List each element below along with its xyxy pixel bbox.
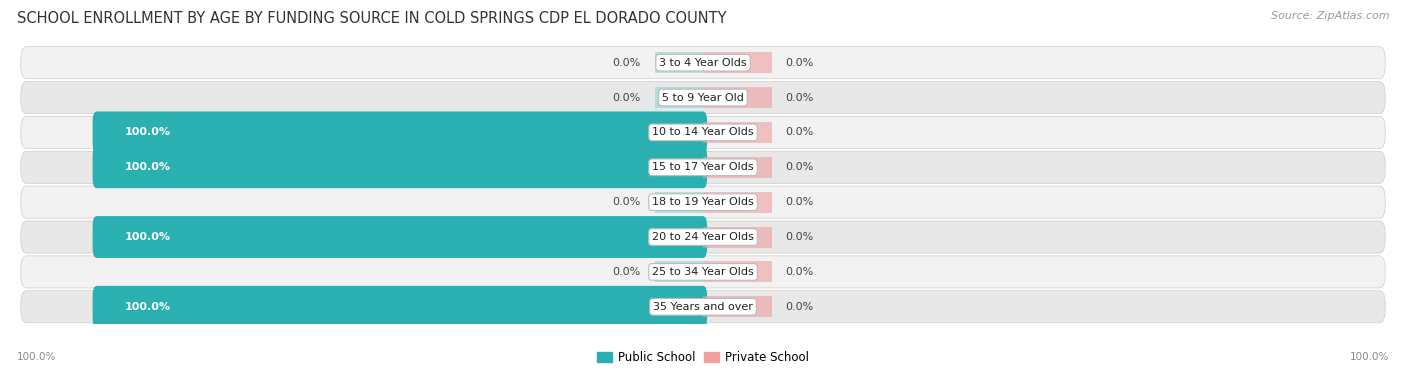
Text: 0.0%: 0.0% (786, 267, 814, 277)
Text: 20 to 24 Year Olds: 20 to 24 Year Olds (652, 232, 754, 242)
Text: 0.0%: 0.0% (786, 197, 814, 207)
FancyBboxPatch shape (21, 81, 1385, 113)
Bar (655, 87, 703, 108)
FancyBboxPatch shape (93, 146, 707, 188)
FancyBboxPatch shape (21, 291, 1385, 323)
Text: 0.0%: 0.0% (786, 92, 814, 103)
Text: 10 to 14 Year Olds: 10 to 14 Year Olds (652, 127, 754, 138)
Bar (703, 296, 772, 317)
Text: 5 to 9 Year Old: 5 to 9 Year Old (662, 92, 744, 103)
Text: 0.0%: 0.0% (613, 58, 641, 68)
Text: 100.0%: 100.0% (124, 162, 170, 172)
Text: 100.0%: 100.0% (124, 232, 170, 242)
Text: 100.0%: 100.0% (124, 127, 170, 138)
Text: SCHOOL ENROLLMENT BY AGE BY FUNDING SOURCE IN COLD SPRINGS CDP EL DORADO COUNTY: SCHOOL ENROLLMENT BY AGE BY FUNDING SOUR… (17, 11, 727, 26)
Legend: Public School, Private School: Public School, Private School (593, 346, 813, 369)
Text: 0.0%: 0.0% (786, 302, 814, 312)
FancyBboxPatch shape (93, 286, 707, 328)
Bar (703, 227, 772, 247)
Bar (703, 192, 772, 213)
Text: 0.0%: 0.0% (786, 58, 814, 68)
FancyBboxPatch shape (21, 221, 1385, 253)
Text: 25 to 34 Year Olds: 25 to 34 Year Olds (652, 267, 754, 277)
Bar (703, 87, 772, 108)
Text: 35 Years and over: 35 Years and over (652, 302, 754, 312)
Bar (703, 122, 772, 143)
Bar (655, 52, 703, 73)
Bar (703, 262, 772, 282)
FancyBboxPatch shape (21, 256, 1385, 288)
FancyBboxPatch shape (21, 47, 1385, 79)
Text: 100.0%: 100.0% (124, 302, 170, 312)
Bar (703, 157, 772, 178)
Text: 0.0%: 0.0% (613, 92, 641, 103)
Text: 100.0%: 100.0% (1350, 352, 1389, 362)
Text: 3 to 4 Year Olds: 3 to 4 Year Olds (659, 58, 747, 68)
Text: 0.0%: 0.0% (786, 127, 814, 138)
FancyBboxPatch shape (93, 216, 707, 258)
Text: 0.0%: 0.0% (613, 267, 641, 277)
FancyBboxPatch shape (21, 151, 1385, 183)
FancyBboxPatch shape (21, 116, 1385, 149)
Text: 0.0%: 0.0% (786, 232, 814, 242)
Text: Source: ZipAtlas.com: Source: ZipAtlas.com (1271, 11, 1389, 21)
Text: 0.0%: 0.0% (786, 162, 814, 172)
Bar (655, 192, 703, 213)
Text: 100.0%: 100.0% (17, 352, 56, 362)
Text: 15 to 17 Year Olds: 15 to 17 Year Olds (652, 162, 754, 172)
FancyBboxPatch shape (93, 112, 707, 153)
Text: 0.0%: 0.0% (613, 197, 641, 207)
Bar (703, 52, 772, 73)
Bar (655, 262, 703, 282)
Text: 18 to 19 Year Olds: 18 to 19 Year Olds (652, 197, 754, 207)
FancyBboxPatch shape (21, 186, 1385, 218)
